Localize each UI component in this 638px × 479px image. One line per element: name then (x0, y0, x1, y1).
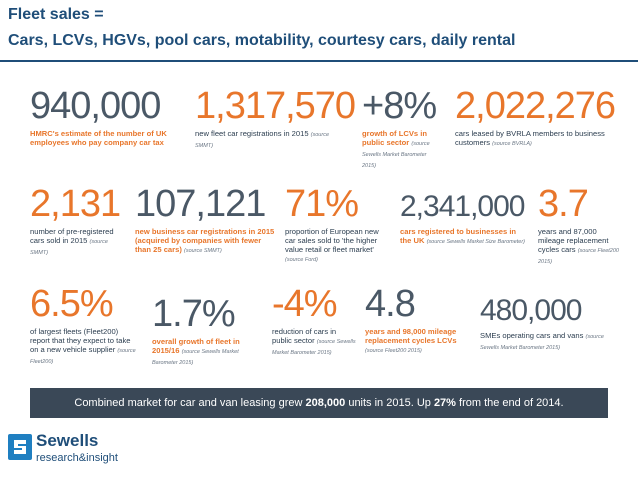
stat-2131: 2,131 number of pre-registered cars sold… (30, 184, 125, 258)
stat-value: 71% (285, 183, 359, 225)
stat-description: cars leased by BVRLA members to business… (455, 129, 605, 147)
stat-1317570: 1,317,570 new fleet car registrations in… (195, 85, 356, 151)
stat-2022276: 2,022,276 cars leased by BVRLA members t… (455, 85, 616, 149)
stat-4-8-years: 4.8 years and 98,000 mileage replacement… (365, 284, 465, 356)
logo-name: Sewells (36, 431, 99, 450)
stat-1-7-percent: 1.7% overall growth of fleet in 2015/16 … (152, 294, 257, 368)
stat-description: cars registered to businesses in the UK … (400, 227, 526, 245)
title-divider (0, 60, 638, 62)
stat-description: of largest fleets (Fleet200) report that… (30, 327, 136, 365)
stat-value: +8% (362, 85, 437, 127)
stat-71-percent: 71% proportion of European new car sales… (285, 184, 385, 265)
stat-value: -4% (272, 283, 338, 325)
stat-description: SMEs operating cars and vans (source Sew… (480, 331, 604, 351)
stat-description: new business car registrations in 2015 (… (135, 227, 275, 254)
stat-value: 6.5% (30, 283, 114, 325)
stat-description: years and 87,000 mileage replacement cyc… (538, 227, 619, 265)
stat-107121: 107,121 new business car registrations i… (135, 184, 275, 256)
stat-description: overall growth of fleet in 2015/16 (sour… (152, 337, 240, 366)
logo-tagline: research&insight (36, 452, 118, 464)
stat-value: 4.8 (365, 283, 416, 325)
stat-description: number of pre-registered cars sold in 20… (30, 227, 114, 256)
stat-value: 940,000 (30, 85, 161, 127)
stat-description: HMRC's estimate of the number of UK empl… (30, 129, 167, 147)
stat-description: reduction of cars in public sector (sour… (272, 327, 356, 356)
stat-value: 2,131 (30, 183, 121, 225)
stat-minus-4-percent: -4% reduction of cars in public sector (… (272, 284, 357, 358)
stat-description: growth of LCVs in public sector (source … (362, 129, 430, 169)
stat-value: 107,121 (135, 183, 266, 225)
stat-value: 1,317,570 (195, 85, 356, 127)
summary-banner: Combined market for car and van leasing … (30, 388, 608, 418)
stat-value: 480,000 (480, 294, 582, 327)
sewells-logo-icon (8, 434, 32, 460)
stat-3-7-years: 3.7 years and 87,000 mileage replacement… (538, 184, 623, 267)
stat-growth-lcv: +8% growth of LCVs in public sector (sou… (362, 86, 442, 171)
stat-6-5-percent: 6.5% of largest fleets (Fleet200) report… (30, 284, 140, 367)
stat-description: proportion of European new car sales sol… (285, 227, 379, 263)
slide-title-line-1: Fleet sales = (8, 6, 104, 23)
stat-value: 1.7% (152, 293, 236, 335)
stat-description: years and 98,000 mileage replacement cyc… (365, 327, 457, 354)
stat-value: 2,022,276 (455, 85, 616, 127)
stat-value: 2,341,000 (400, 190, 525, 223)
stat-940000: 940,000 HMRC's estimate of the number of… (30, 86, 180, 147)
stat-value: 3.7 (538, 183, 589, 225)
stat-description: new fleet car registrations in 2015 (sou… (195, 129, 330, 149)
stat-480000: 480,000 SMEs operating cars and vans (so… (480, 294, 620, 353)
slide-title-line-2: Cars, LCVs, HGVs, pool cars, motability,… (8, 32, 516, 49)
stat-2341000: 2,341,000 cars registered to businesses … (400, 190, 525, 247)
